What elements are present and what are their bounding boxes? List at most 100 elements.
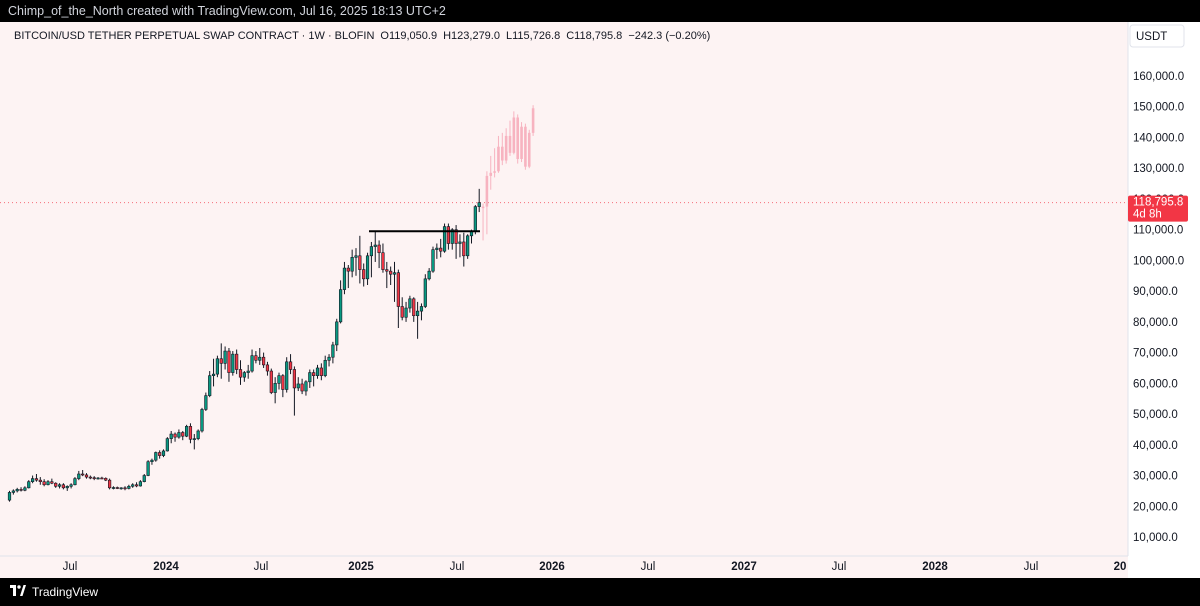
last-price-box — [1128, 195, 1188, 222]
candle-body-down — [38, 479, 42, 482]
currency-box[interactable] — [1129, 24, 1185, 48]
currency-label[interactable]: USDT — [1136, 31, 1167, 43]
legend-open: O119,050.9 — [380, 30, 437, 42]
candle — [92, 476, 96, 481]
candle-body-down — [54, 482, 58, 487]
legend-symbol: BITCOIN/USD TETHER PERPETUAL SWAP CONTRA… — [14, 30, 374, 42]
candle — [227, 347, 231, 382]
candle-body-up — [435, 247, 439, 250]
projected-body — [531, 108, 535, 133]
candle-body-down — [261, 356, 266, 366]
candle-body-down — [385, 269, 389, 272]
candle-body-up — [450, 229, 454, 244]
price-chart[interactable]: BITCOIN/USD TETHER PERPETUAL SWAP CONTRA… — [0, 22, 1200, 578]
candle-body-up — [196, 430, 200, 439]
candle-body-up — [242, 372, 246, 378]
candle — [50, 478, 54, 485]
candle — [138, 480, 143, 487]
candle-body-up — [192, 438, 196, 440]
candle — [273, 377, 277, 404]
candle-body-up — [315, 367, 320, 376]
candle — [458, 234, 462, 258]
candle — [358, 235, 362, 284]
chart-attribution: Chimp_of_the_North created with TradingV… — [8, 4, 446, 18]
candle — [108, 478, 112, 490]
price-tick-label: 160,000.0 — [1133, 71, 1184, 83]
candle — [250, 349, 254, 373]
candle-body-down — [61, 484, 65, 489]
candle — [77, 470, 81, 481]
candle — [365, 252, 370, 285]
bar-countdown: 4d 8h — [1133, 209, 1162, 221]
candle-body-up — [350, 257, 354, 272]
price-tick-label: 10,000.0 — [1133, 532, 1178, 544]
candle-body-down — [88, 476, 92, 479]
candle — [181, 430, 185, 441]
candle — [154, 451, 158, 462]
time-tick-label: 2028 — [922, 561, 948, 573]
price-tick-label: 50,000.0 — [1133, 409, 1178, 421]
price-tick-label: 110,000.0 — [1133, 225, 1183, 237]
candle — [238, 360, 243, 385]
candle-body-down — [381, 252, 385, 270]
price-tick-label: 20,000.0 — [1133, 501, 1178, 513]
candle — [412, 297, 416, 322]
candle — [19, 487, 23, 492]
candle-body-up — [373, 244, 377, 247]
candle — [111, 486, 116, 490]
candle-body-up — [323, 359, 327, 376]
candle-body-down — [389, 270, 393, 275]
chart-area[interactable]: BITCOIN/USD TETHER PERPETUAL SWAP CONTRA… — [0, 22, 1200, 578]
candle-body-up — [419, 306, 424, 312]
candle-body-down — [412, 298, 416, 317]
candle — [323, 355, 327, 378]
projected-body — [527, 132, 531, 167]
projected-candle — [493, 148, 496, 178]
candle — [165, 437, 169, 452]
currency-selector[interactable]: USDT — [1129, 24, 1185, 48]
candle — [150, 458, 154, 465]
candle-body-up — [477, 202, 481, 207]
candle — [285, 357, 289, 393]
projected-body — [501, 146, 504, 161]
candle-body-down — [92, 477, 96, 479]
time-axis[interactable]: Jul 2024 Jul 2025 Jul 2026 Jul 2027 Jul 2028 Jul 20 — [63, 561, 1127, 573]
price-tick-label: 150,000.0 — [1133, 102, 1184, 114]
candle — [73, 477, 77, 486]
candle — [315, 364, 320, 379]
candle — [173, 432, 177, 442]
candle-body-down — [235, 353, 239, 370]
candle — [281, 374, 285, 398]
candle-body-down — [115, 487, 119, 489]
candle — [127, 484, 131, 490]
candle — [88, 475, 92, 480]
candle — [204, 392, 208, 411]
candle — [65, 485, 69, 491]
plot-background — [0, 22, 1128, 578]
candle — [131, 483, 135, 488]
candle — [123, 486, 127, 491]
candle-body-up — [404, 307, 408, 318]
candle-body-down — [288, 361, 293, 370]
price-axis[interactable]: 10,000.0 20,000.0 30,000.0 40,000.0 50,000.0… — [1133, 71, 1184, 544]
price-tick-label: 130,000.0 — [1133, 163, 1184, 175]
candle — [288, 354, 293, 375]
candle — [354, 248, 358, 276]
candle-body-up — [231, 353, 235, 373]
projected-body — [520, 126, 523, 159]
candle — [34, 473, 39, 482]
candle-body-down — [104, 477, 108, 481]
candle — [196, 429, 200, 441]
candle-body-up — [30, 478, 35, 482]
candle — [404, 301, 408, 322]
candle — [362, 263, 366, 287]
candle — [11, 489, 15, 495]
projected-body — [493, 171, 496, 173]
projected-body — [516, 117, 519, 159]
candle-body-up — [208, 375, 212, 396]
candle-body-up — [427, 270, 431, 280]
candle — [265, 361, 270, 376]
candle-body-up — [335, 321, 339, 346]
candle-body-down — [362, 269, 366, 280]
candle — [331, 341, 335, 364]
